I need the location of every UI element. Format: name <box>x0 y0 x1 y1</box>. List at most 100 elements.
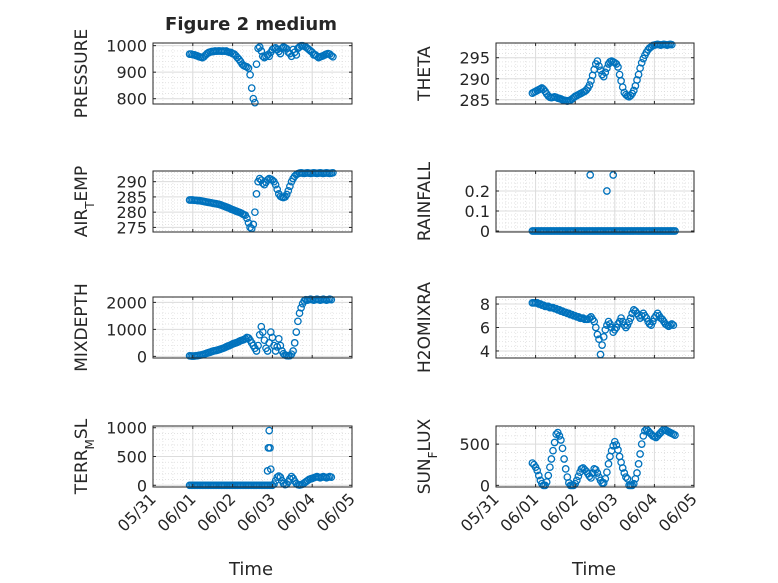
y-tick-label: 275 <box>116 218 147 237</box>
data-point <box>671 431 679 439</box>
data-point <box>593 469 602 477</box>
data-point <box>639 432 648 440</box>
y-tick-label: 800 <box>116 90 147 109</box>
data-point <box>669 321 678 330</box>
subplot-4: 00.10.2 RAINFALL <box>415 161 695 241</box>
data-point <box>593 57 602 65</box>
subplot-2: 285 290 295 THETA <box>415 40 695 110</box>
data-point <box>629 86 638 95</box>
data-point <box>533 466 542 475</box>
data-point <box>544 471 553 480</box>
x-tick-label: 06/01 <box>496 489 542 535</box>
data-point <box>329 52 337 61</box>
y-axis-label: H2OMIXRA <box>415 282 435 373</box>
y-axis-label-part: TERR <box>72 449 92 495</box>
data-point <box>274 334 283 343</box>
data-point <box>249 94 258 103</box>
x-tick-label: 06/02 <box>193 489 239 535</box>
data-point <box>618 464 627 472</box>
data-point <box>278 44 286 53</box>
data-point <box>251 208 259 217</box>
data-point <box>609 441 618 450</box>
data-point <box>599 479 608 487</box>
data-point <box>586 171 595 179</box>
data-point <box>560 455 568 463</box>
y-tick-label: 285 <box>116 188 147 207</box>
y-axis-label-part: F <box>426 451 440 458</box>
y-axis-label: MIXDEPTH <box>72 283 92 372</box>
axes-box <box>495 425 695 488</box>
x-axis-label-right: Time <box>571 559 616 580</box>
data-point <box>628 481 637 490</box>
data-point <box>587 474 595 482</box>
data-point <box>636 450 644 458</box>
data-point <box>243 63 251 71</box>
data-point <box>647 321 656 330</box>
data-point <box>284 186 293 195</box>
data-point <box>625 317 633 326</box>
y-tick-label: 1000 <box>106 419 147 438</box>
data-point <box>266 465 275 474</box>
x-tick-label: 06/03 <box>576 489 622 535</box>
y-tick-label: 280 <box>116 203 147 222</box>
data-point <box>572 476 581 485</box>
data-point <box>241 334 250 343</box>
x-tick-label: 06/01 <box>154 489 200 535</box>
data-point <box>257 47 266 55</box>
data-point <box>549 446 557 455</box>
data-point <box>258 328 267 336</box>
data-point <box>666 321 675 330</box>
y-tick-label: 0.2 <box>465 182 490 201</box>
data-point <box>329 168 337 177</box>
data-point <box>327 51 336 60</box>
x-tick-label: 06/05 <box>655 489 701 535</box>
data-point <box>255 43 264 51</box>
data-point <box>297 303 305 312</box>
data-point <box>247 84 256 92</box>
x-tick-label: 05/31 <box>457 489 503 535</box>
data-point <box>550 438 559 447</box>
data-point <box>282 190 291 199</box>
data-point <box>603 468 611 477</box>
x-tick-label: 06/04 <box>273 489 319 535</box>
x-axis-label-left: Time <box>228 559 273 580</box>
data-point <box>612 441 621 449</box>
data-point <box>257 322 266 331</box>
data-point <box>623 321 632 330</box>
y-tick-label: 500 <box>459 435 490 454</box>
y-axis-label: RAINFALL <box>415 161 435 241</box>
data-point <box>671 227 679 235</box>
data-point <box>633 469 641 477</box>
data-point <box>634 460 643 468</box>
data-point <box>598 341 606 349</box>
data-point <box>546 463 554 472</box>
data-point <box>599 333 608 341</box>
y-tick-label: 290 <box>116 173 147 192</box>
y-tick-label: 0 <box>480 222 490 241</box>
y-axis-label-part: SL <box>72 418 92 439</box>
y-axis-label: AIRTEMP <box>72 166 97 237</box>
data-point <box>289 347 297 355</box>
data-point <box>266 444 274 452</box>
y-tick-label: 285 <box>459 91 490 110</box>
subplot-5: 0 1000 2000 MIXDEPTH <box>72 283 353 372</box>
data-point <box>327 473 336 482</box>
y-tick-label: 295 <box>459 49 490 68</box>
y-tick-label: 1000 <box>106 320 147 339</box>
data-point <box>263 347 272 355</box>
data-point <box>252 60 261 69</box>
data-point <box>557 436 565 444</box>
data-point <box>292 328 301 336</box>
axes-box <box>152 170 353 233</box>
data-point <box>251 98 259 107</box>
axes-box <box>495 170 695 233</box>
x-tick-label: 06/02 <box>536 489 582 535</box>
data-point <box>622 473 630 481</box>
y-tick-label: 2000 <box>106 293 147 312</box>
y-axis-label: TERRMSL <box>72 418 97 495</box>
data-point <box>637 440 646 448</box>
y-axis-label-part: AIR <box>72 209 92 238</box>
